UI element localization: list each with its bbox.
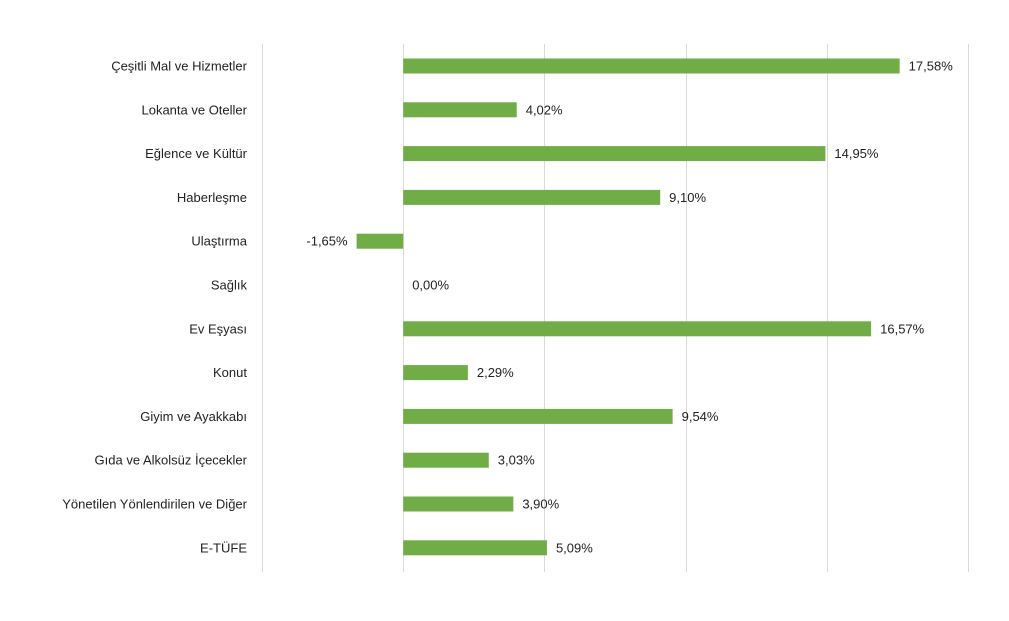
- bar-layer: [356, 58, 900, 556]
- bar: [403, 452, 489, 468]
- bar: [403, 540, 547, 556]
- value-label-layer: 17,58% 4,02% 14,95% 9,10% -1,65% 0,00% 16,57% 2…: [306, 59, 953, 556]
- data-label: 9,54%: [682, 409, 719, 424]
- category-label: Ulaştırma: [191, 234, 247, 249]
- bar: [356, 233, 404, 249]
- category-label-layer: Çeşitli Mal ve Hizmetler Lokanta ve Otell…: [62, 59, 248, 556]
- data-label: -1,65%: [306, 234, 348, 249]
- bar: [403, 189, 661, 205]
- bar: [403, 365, 468, 381]
- data-label: 2,29%: [477, 365, 514, 380]
- category-label: Eğlence ve Kültür: [145, 146, 248, 161]
- data-label: 16,57%: [880, 321, 925, 336]
- data-label: 0,00%: [412, 278, 449, 293]
- category-label: Çeşitli Mal ve Hizmetler: [111, 59, 247, 74]
- grid-layer: [262, 44, 969, 572]
- bar: [403, 408, 673, 424]
- category-label: E-TÜFE: [200, 540, 247, 555]
- data-label: 14,95%: [834, 146, 879, 161]
- data-label: 3,90%: [522, 497, 559, 512]
- category-label: Yönetilen Yönlendirilen ve Diğer: [62, 497, 247, 512]
- data-label: 17,58%: [909, 59, 954, 74]
- category-label: Lokanta ve Oteller: [141, 102, 247, 117]
- category-label: Giyim ve Ayakkabı: [140, 409, 247, 424]
- bar: [403, 496, 514, 512]
- data-label: 9,10%: [669, 190, 706, 205]
- data-label: 3,03%: [498, 453, 535, 468]
- data-label: 4,02%: [526, 102, 563, 117]
- category-label: Haberleşme: [177, 190, 247, 205]
- bar: [403, 58, 900, 74]
- category-label: Sağlık: [211, 278, 248, 293]
- category-label: Gıda ve Alkolsüz İçecekler: [95, 453, 248, 468]
- data-label: 5,09%: [556, 540, 593, 555]
- category-label: Konut: [213, 365, 247, 380]
- category-label: Ev Eşyası: [189, 321, 247, 336]
- bar: [403, 321, 872, 337]
- bar: [403, 146, 826, 162]
- bar: [403, 102, 517, 118]
